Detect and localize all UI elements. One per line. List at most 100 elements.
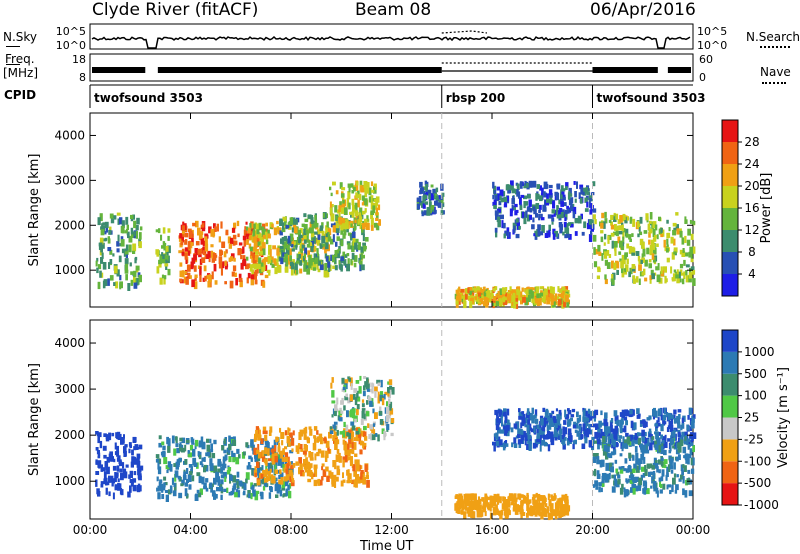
power-cell [641,257,645,263]
power-cell [630,246,635,255]
velocity-cell [362,391,366,397]
power-cell [218,236,221,243]
power-cell [517,297,522,301]
velocity-cell [95,479,98,487]
power-cell [629,216,633,222]
velocity-cell [563,509,567,515]
velocity-cell [625,478,628,483]
velocity-cell [587,408,591,414]
power-cell [689,246,693,254]
velocity-cell [203,464,207,469]
velocity-cell [115,472,119,477]
velocity-cell [493,433,497,442]
velocity-cell [504,440,508,447]
power-cell [440,210,444,215]
power-cell [524,297,529,306]
velocity-cell [476,503,481,508]
velocity-cell [610,424,613,433]
freq-band-1 [92,67,146,73]
velocity-cell [316,436,319,441]
velocity-cell [605,422,609,427]
velocity-cell [681,423,685,429]
velocity-colorbar-label: -500 [744,476,771,490]
velocity-cell [374,412,378,419]
power-cell [255,223,259,229]
velocity-cell [102,445,107,451]
velocity-cell [341,388,345,392]
velocity-cell [336,465,340,470]
power-cell [238,277,243,282]
velocity-cell [543,509,547,515]
power-cell [139,226,143,231]
power-cell [296,253,300,261]
velocity-cell [213,493,217,500]
power-cell [163,276,166,285]
velocity-cell [96,488,100,495]
power-cell [521,287,524,292]
power-cell [600,222,604,229]
velocity-cell [664,441,668,448]
power-cell [338,260,341,265]
velocity-cell [360,470,364,474]
power-cell [338,205,342,213]
power-cell [127,231,130,239]
power-cell [199,258,203,265]
velocity-cell [349,448,352,454]
velocity-cell [236,480,240,489]
power-cell [116,269,120,277]
velocity-cell [604,435,608,443]
velocity-cell [320,450,325,458]
velocity-cell [667,464,671,472]
power-cell [546,297,550,305]
velocity-cell [125,464,129,468]
power-cell [428,201,432,208]
power-cell [690,233,694,240]
power-cell [128,244,132,253]
power-cell [338,217,343,225]
power-cell [493,296,496,301]
power-cell [116,248,120,253]
freq-legend-line [6,64,20,65]
cpid-segment-label: twofsound 3503 [597,91,706,105]
power-cell [253,223,257,229]
power-cell [426,207,431,215]
power-cell [299,268,303,274]
power-cell [285,225,290,229]
power-cell [356,181,359,186]
velocity-cell [262,426,267,432]
power-cell [281,237,285,245]
velocity-cell [497,409,500,414]
power-cell [589,209,593,215]
velocity-cell [661,469,665,477]
power-cell [252,235,257,243]
velocity-cell [381,397,385,406]
velocity-cell [129,485,132,493]
power-cell [590,230,593,236]
power-cell [682,248,685,253]
power-cell [481,301,484,305]
velocity-cell [357,476,361,484]
power-cell [647,223,650,230]
power-cell [588,234,593,242]
nsearch-label: N.Search [746,30,800,44]
velocity-cell [128,474,131,479]
power-cell [276,262,279,271]
power-cell [351,189,355,194]
velocity-cell [264,447,268,455]
power-cell [179,233,183,241]
power-cell [684,235,687,243]
power-cell [506,196,510,202]
power-cell [573,206,577,215]
velocity-cell [97,436,100,444]
velocity-cell [191,438,195,445]
velocity-cell [561,494,565,500]
velocity-cell [221,463,224,467]
velocity-cell [562,443,566,450]
power-cell [362,245,367,252]
power-cell [162,227,166,234]
velocity-cell [654,463,659,469]
velocity-cell [531,407,534,414]
power-cell [167,228,171,233]
velocity-cell [498,418,501,424]
velocity-cell [503,429,507,436]
